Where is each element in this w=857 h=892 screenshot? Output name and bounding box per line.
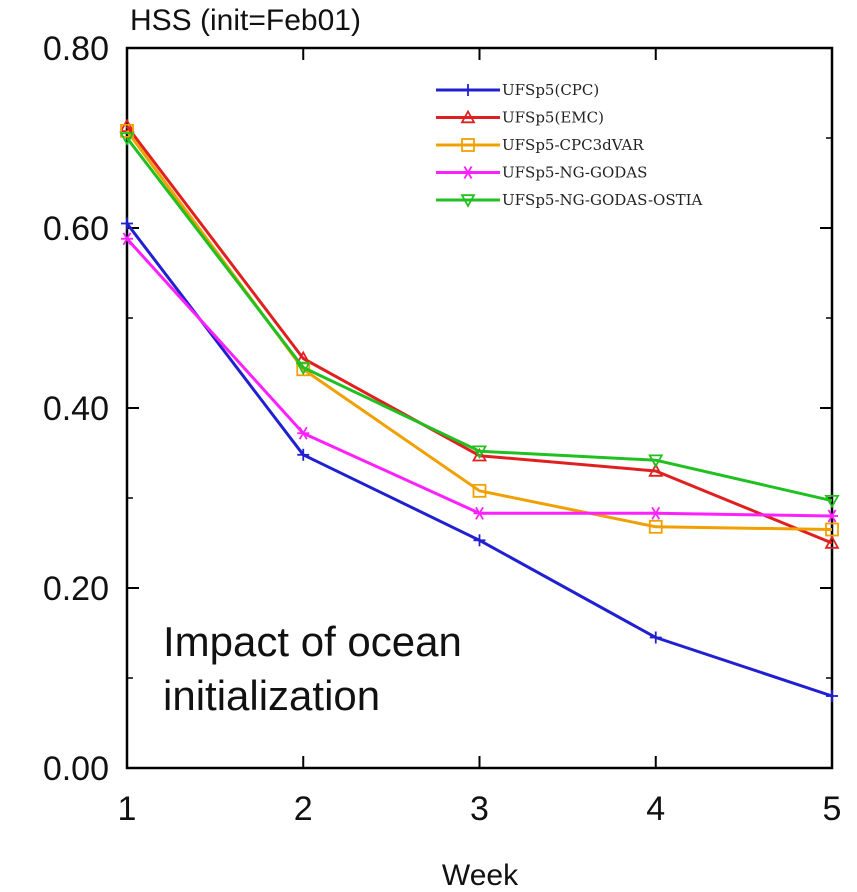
legend-entry: UFSp5(CPC) xyxy=(436,81,599,99)
series-ufsp5-ng-godas xyxy=(121,232,838,523)
data-point xyxy=(826,690,838,702)
y-tick-label: 0.60 xyxy=(43,210,109,248)
data-point xyxy=(648,454,664,469)
y-tick-label: 0.00 xyxy=(43,750,109,788)
marker-stroke xyxy=(463,166,473,179)
marker-shape xyxy=(120,123,134,138)
legend-marker xyxy=(462,166,474,179)
marker-stroke xyxy=(475,506,484,520)
x-tick-label: 3 xyxy=(470,790,489,828)
x-axis-title: Week xyxy=(442,859,519,892)
data-point xyxy=(121,232,133,246)
legend-entry: UFSp5-NG-GODAS-OSTIA xyxy=(436,191,703,209)
data-point xyxy=(473,506,486,520)
series-ufsp5-ng-godas-ostia xyxy=(119,132,840,509)
data-point xyxy=(825,522,839,537)
data-point xyxy=(826,509,838,523)
data-point xyxy=(119,132,135,146)
legend-label: UFSp5(EMC) xyxy=(502,109,604,127)
data-point xyxy=(295,361,311,376)
legend-label: UFSp5-CPC3dVAR xyxy=(502,136,644,154)
series-line xyxy=(125,125,833,545)
marker-shape xyxy=(648,519,663,534)
series-layer xyxy=(119,118,840,702)
legend-marker xyxy=(461,138,475,152)
annotation-line-2: initialization xyxy=(163,672,380,719)
data-point xyxy=(473,534,486,547)
marker-stroke xyxy=(827,509,837,523)
marker-shape xyxy=(472,483,487,498)
annotation-line-1: Impact of ocean xyxy=(163,618,462,665)
series-ufsp5-cpc- xyxy=(121,217,838,702)
data-point xyxy=(824,494,840,509)
marker-shape xyxy=(825,522,839,537)
series-line xyxy=(125,237,833,518)
data-point xyxy=(471,445,488,460)
marker-shape xyxy=(824,494,840,509)
legend-marker xyxy=(462,84,474,96)
marker-shape xyxy=(471,445,488,460)
marker-stroke xyxy=(122,232,132,246)
data-point xyxy=(471,447,488,462)
y-tick-label: 0.40 xyxy=(43,390,109,428)
marker-shape xyxy=(648,454,664,469)
legend-label: UFSp5-NG-GODAS-OSTIA xyxy=(502,191,703,209)
data-point xyxy=(120,123,134,138)
marker-shape xyxy=(460,194,476,208)
marker-shape xyxy=(824,535,840,549)
series-line xyxy=(125,129,833,531)
x-tick-label: 1 xyxy=(118,790,137,828)
data-point xyxy=(121,217,133,230)
marker-shape xyxy=(471,447,488,462)
data-point xyxy=(649,631,662,644)
series-ufsp5-cpc3dvar xyxy=(120,123,839,537)
x-tick-label: 4 xyxy=(646,790,665,828)
legend-entry: UFSp5(EMC) xyxy=(436,109,604,127)
x-tick-label: 2 xyxy=(294,790,313,828)
series-ufsp5-emc- xyxy=(119,118,840,549)
data-point xyxy=(472,483,487,498)
y-tick-label: 0.20 xyxy=(43,570,109,608)
marker-shape xyxy=(461,138,475,152)
y-tick-label: 0.80 xyxy=(43,30,109,68)
marker-shape xyxy=(119,132,135,146)
legend-marker xyxy=(460,194,476,208)
data-point xyxy=(297,448,310,461)
legend-marker xyxy=(460,109,476,124)
legend-label: UFSp5-NG-GODAS xyxy=(502,164,647,182)
x-tick-label: 5 xyxy=(823,790,842,828)
marker-shape xyxy=(648,463,664,477)
marker-shape xyxy=(295,361,311,376)
data-point xyxy=(297,426,310,440)
legend-entry: UFSp5-NG-GODAS xyxy=(436,164,647,182)
legend-entry: UFSp5-CPC3dVAR xyxy=(436,136,644,154)
data-point xyxy=(648,463,664,477)
legend: UFSp5(CPC) UFSp5(EMC) UFSp5-CPC3dVAR UFSp5-… xyxy=(436,81,703,209)
series-line xyxy=(125,137,833,503)
data-point xyxy=(649,506,662,520)
marker-shape xyxy=(460,109,476,124)
marker-stroke xyxy=(651,506,661,520)
legend-label: UFSp5(CPC) xyxy=(502,81,599,99)
data-point xyxy=(824,535,840,549)
axis-ticks: 0.00 0.20 0.40 0.60 0.80 1 2 3 4 5 xyxy=(43,30,842,828)
data-point xyxy=(648,519,663,534)
chart-title: HSS (init=Feb01) xyxy=(130,4,361,37)
marker-stroke xyxy=(298,426,308,440)
